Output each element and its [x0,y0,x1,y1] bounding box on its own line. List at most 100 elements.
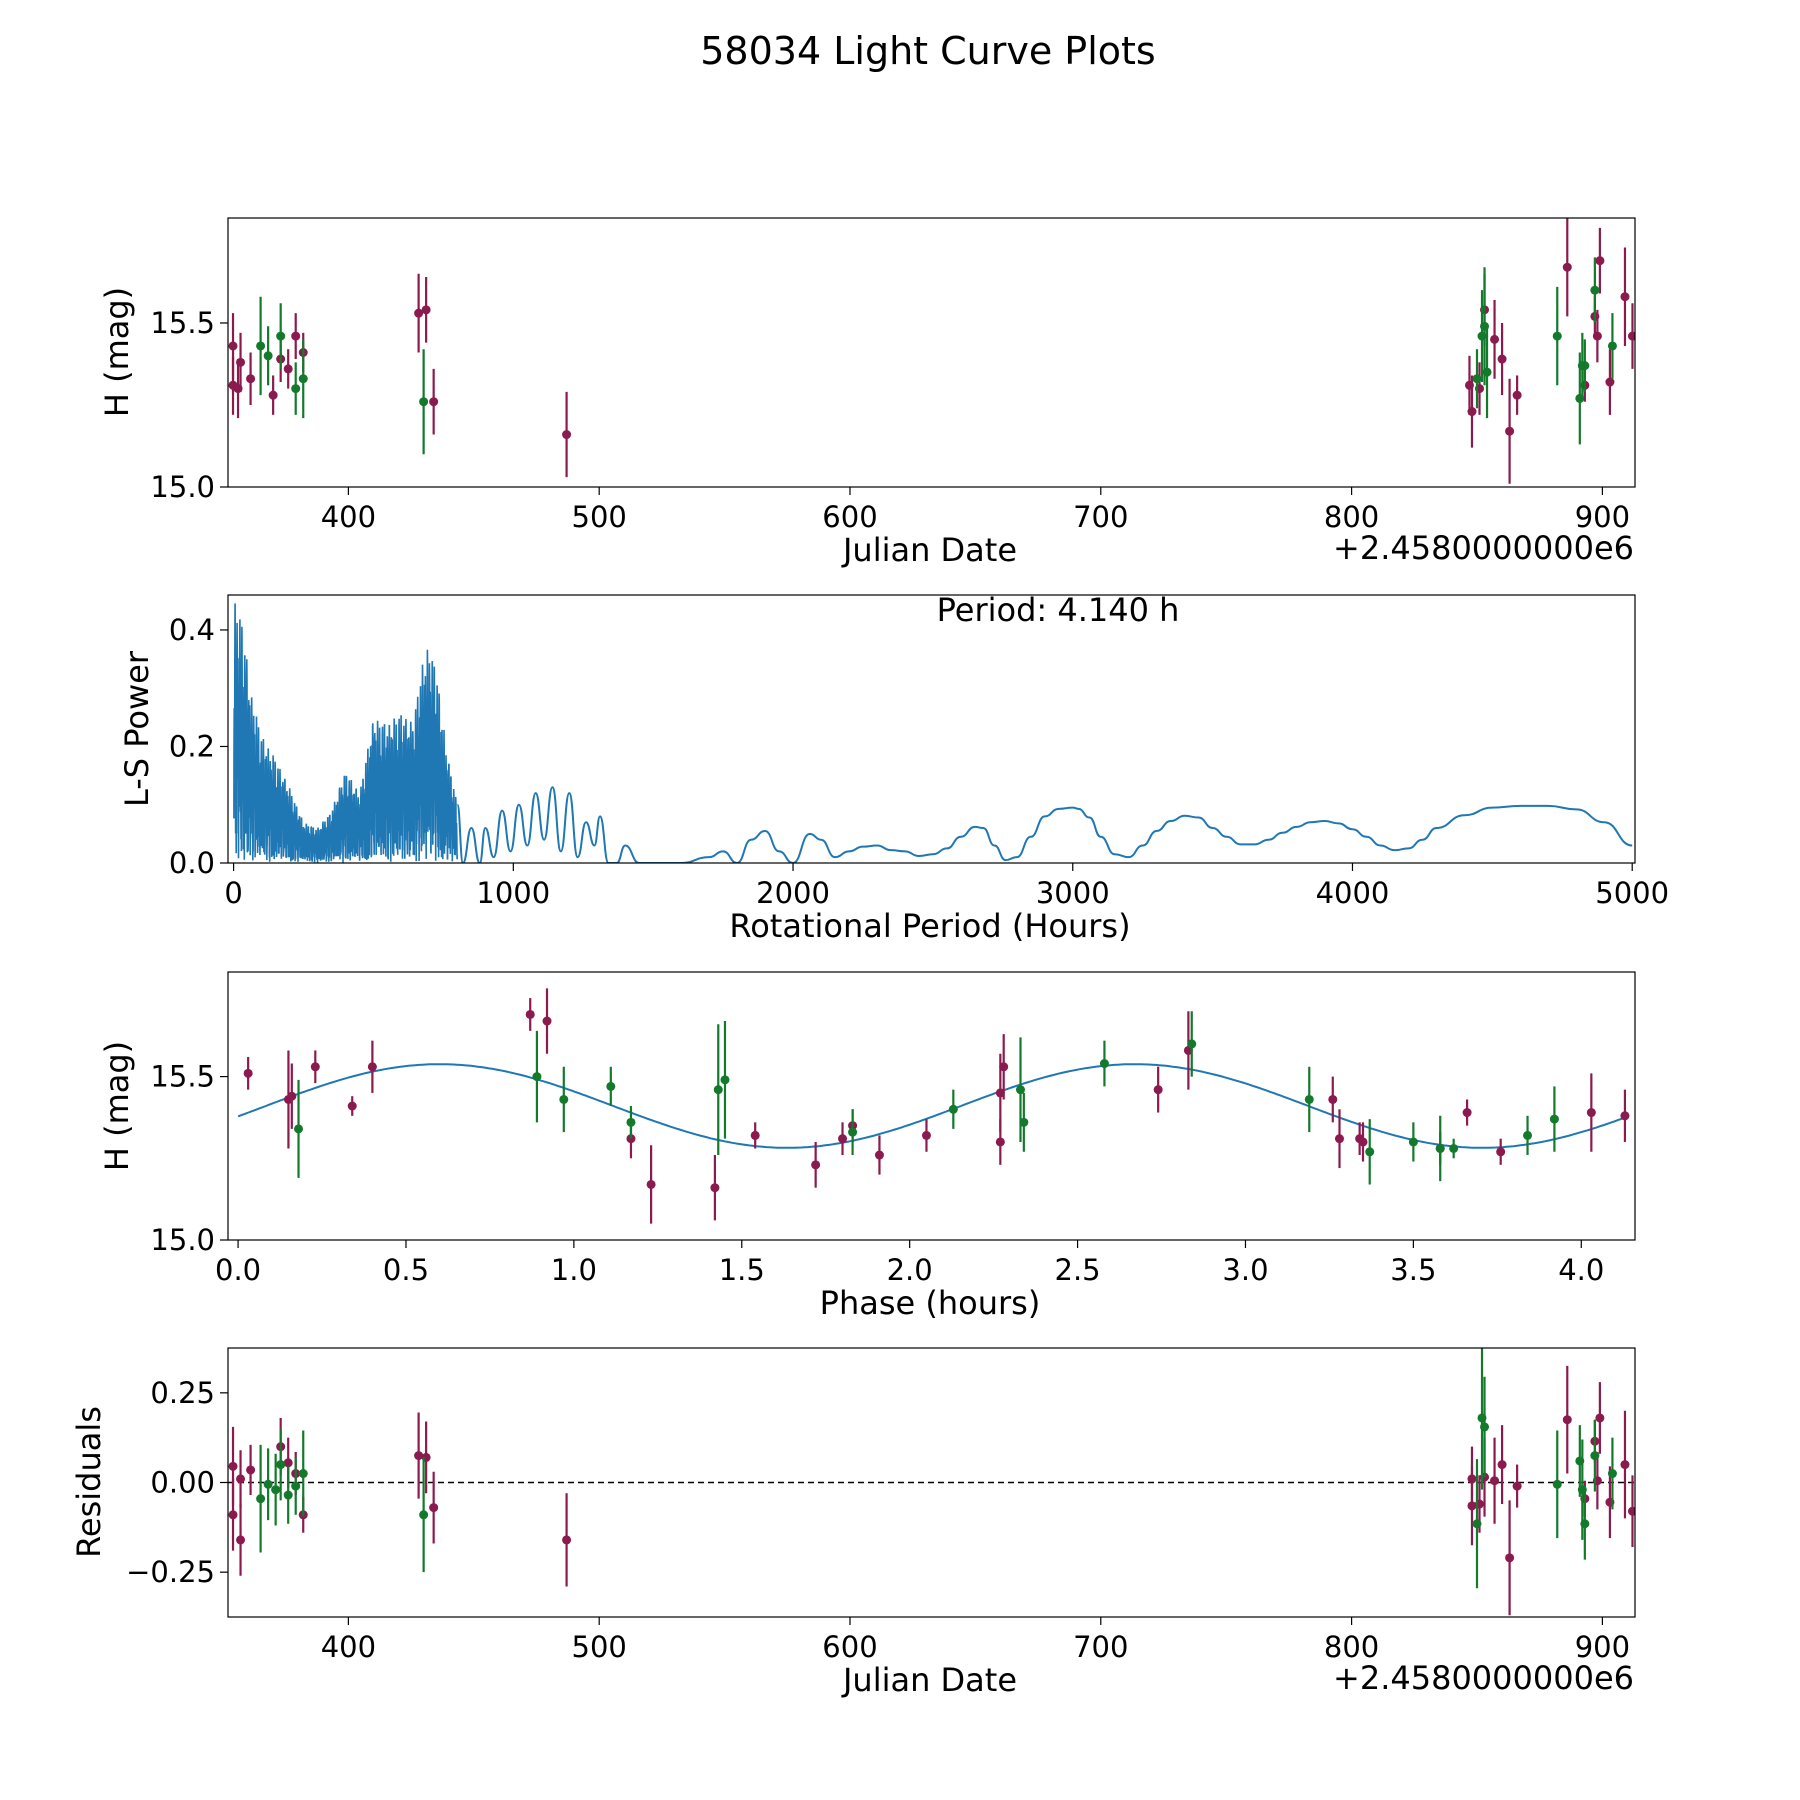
periodogram-dense-line [233,603,459,863]
phased-point-g [1187,1039,1197,1049]
lightcurve-point-g [256,341,266,351]
phased-xtick-label: 3.5 [1390,1253,1436,1287]
phased-point-r [710,1183,720,1193]
lightcurve-point-r [414,308,424,318]
periodogram-ytick-label: 0.0 [169,846,215,880]
lightcurve-offset-text: +2.4580000000e6 [1333,529,1634,567]
residuals-point-r [228,1461,238,1471]
lightcurve-xtick-label: 900 [1575,500,1630,534]
lightcurve-point-r [236,357,246,367]
phased-point-g [1365,1147,1375,1157]
phased-point-r [646,1179,656,1189]
phased-point-r [542,1016,552,1026]
phased-point-r [1358,1137,1368,1147]
residuals-point-g [1472,1519,1482,1529]
lightcurve-xlabel: Julian Date [841,531,1017,569]
phased-point-g [532,1072,542,1082]
residuals-point-g [419,1510,429,1520]
residuals-point-g [291,1481,301,1491]
lightcurve-xtick-label: 600 [822,500,877,534]
residuals-point-r [1490,1476,1500,1486]
lightcurve-xtick-label: 400 [321,500,376,534]
lightcurve-point-g [291,384,301,394]
residuals-point-g [276,1460,286,1470]
phased-xtick-label: 3.0 [1222,1253,1268,1287]
phased-point-g [1523,1130,1533,1140]
phased-xtick-label: 4.0 [1558,1253,1604,1287]
phased-xtick-label: 0.0 [215,1253,261,1287]
periodogram-panel: 0 1000 2000 3000 4000 5000 0.0 0.2 0.4 Period: 4… [118,591,1669,945]
lightcurve-point-r [1562,262,1572,272]
lightcurve-point-r [291,331,301,341]
phased-model-curve [237,1063,1629,1149]
residuals-point-g [1590,1451,1600,1461]
residuals-xtick-label: 700 [1073,1630,1128,1664]
phased-xtick-label: 0.5 [383,1253,429,1287]
phased-point-r [525,1009,535,1019]
residuals-xlabel: Julian Date [841,1661,1017,1699]
phased-point-g [720,1075,730,1085]
phased-ylabel: H (mag) [98,1041,136,1171]
residuals-point-g [271,1485,281,1495]
lightcurve-point-g [1590,285,1600,295]
lightcurve-point-g [419,397,429,407]
residuals-point-r [283,1458,293,1468]
lightcurve-xtick-label: 500 [572,500,627,534]
lightcurve-point-r [562,430,572,440]
lightcurve-point-g [276,331,286,341]
periodogram-xtick-label: 0 [224,876,242,910]
residuals-ylabel: Residuals [70,1406,108,1558]
lightcurve-point-g [1482,367,1492,377]
periodogram-xtick-label: 4000 [1316,876,1390,910]
phased-point-r [287,1091,297,1101]
lightcurve-xtick-label: 800 [1324,500,1379,534]
residuals-point-r [1505,1553,1515,1563]
residuals-point-g [1607,1469,1617,1479]
periodogram-line [456,786,1633,863]
lightcurve-point-g [1580,361,1590,371]
phased-point-g [1304,1094,1314,1104]
residuals-xtick-label: 600 [822,1630,877,1664]
residuals-offset-text: +2.4580000000e6 [1333,1659,1634,1697]
residuals-point-r [246,1465,256,1475]
lightcurve-axes-frame [227,217,1636,488]
lightcurve-point-g [1607,341,1617,351]
phased-ytick-label: 15.5 [150,1060,215,1094]
phased-point-g [294,1124,304,1134]
residuals-point-g [298,1469,308,1479]
periodogram-ylabel: L-S Power [118,650,156,807]
periodogram-plot-area [233,603,1633,863]
residuals-point-r [1620,1460,1630,1470]
residuals-axes-frame [227,1347,1636,1618]
phased-xtick-label: 1.0 [551,1253,597,1287]
phased-point-r [838,1134,848,1144]
residuals-point-r [429,1503,439,1513]
residuals-point-g [283,1490,293,1500]
phased-axes-frame [227,971,1636,1241]
residuals-xtick-label: 900 [1575,1630,1630,1664]
phased-ytick-label: 15.0 [150,1223,215,1257]
phased-point-r [1328,1094,1338,1104]
phased-point-r [367,1062,377,1072]
phased-point-r [1153,1085,1163,1095]
phased-point-r [811,1160,821,1170]
phased-point-g [948,1104,958,1114]
phased-point-g [1099,1059,1109,1069]
phased-point-r [347,1101,357,1111]
phased-xtick-label: 2.5 [1055,1253,1101,1287]
lightcurve-point-r [429,397,439,407]
lightcurve-point-r [268,390,278,400]
residuals-point-r [228,1510,238,1520]
phased-point-r [995,1137,1005,1147]
lightcurve-point-g [1472,374,1482,384]
periodogram-axes-frame [227,594,1636,864]
phased-point-r [243,1068,253,1078]
lightcurve-point-r [1620,292,1630,302]
lightcurve-point-r [1490,334,1500,344]
phased-point-r [750,1130,760,1140]
phased-point-r [1462,1108,1472,1118]
phased-point-r [1496,1147,1506,1157]
lightcurve-point-g [298,374,308,384]
periodogram-annotation: Period: 4.140 h [937,591,1180,629]
